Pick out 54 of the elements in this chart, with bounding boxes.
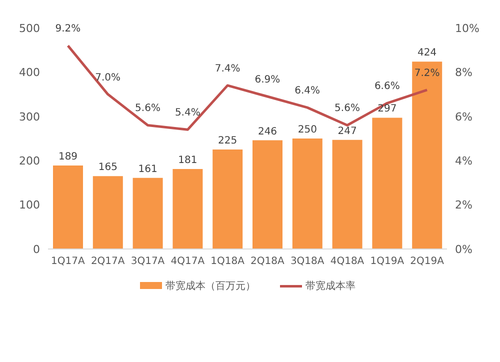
y-tick-label: 500	[19, 22, 40, 35]
data-label: 7.0%	[95, 72, 121, 84]
data-label: 6.4%	[294, 86, 320, 97]
data-label: 6.9%	[254, 74, 280, 86]
data-label: 247	[338, 126, 357, 137]
x-tick-label: 1Q17A	[51, 256, 85, 268]
bar	[53, 165, 83, 249]
data-label: 161	[138, 164, 158, 175]
y-tick-label: 0	[33, 242, 40, 256]
y2-tick-label: 0%	[455, 242, 472, 256]
data-label: 7.4%	[214, 63, 240, 74]
bar	[252, 140, 282, 249]
data-label: 5.6%	[135, 103, 160, 114]
x-tick-label: 3Q18A	[290, 256, 324, 268]
y2-tick-label: 10%	[455, 22, 480, 35]
x-tick-label: 3Q17A	[130, 256, 165, 268]
y2-tick-label: 2%	[455, 198, 472, 212]
x-tick-label: 1Q19A	[370, 256, 404, 268]
y-tick-label: 400	[19, 66, 40, 80]
bar	[92, 176, 123, 249]
bar	[292, 138, 322, 249]
y-tick-label: 100	[19, 198, 40, 212]
data-label: 5.4%	[174, 108, 200, 119]
y2-tick-label: 6%	[455, 110, 472, 124]
y2-tick-label: 8%	[455, 66, 472, 80]
x-tick-label: 4Q18A	[330, 256, 364, 268]
bar	[212, 150, 243, 249]
data-label: 181	[178, 155, 198, 166]
data-label: 225	[218, 136, 238, 147]
data-label: 7.2%	[414, 68, 440, 79]
bar	[332, 140, 362, 249]
data-label: 297	[378, 104, 397, 115]
data-label: 250	[298, 124, 317, 136]
data-label: 189	[58, 151, 78, 162]
bar	[412, 62, 442, 249]
y-tick-label: 200	[19, 154, 40, 168]
data-label: 424	[418, 48, 437, 59]
x-tick-label: 2Q18A	[250, 256, 284, 268]
y2-tick-label: 4%	[455, 154, 472, 168]
legend-label: 带宽成本率	[306, 280, 356, 293]
data-label: 6.6%	[374, 81, 400, 92]
bar	[132, 178, 163, 249]
legend-label: 带宽成本（百万元）	[166, 280, 256, 293]
x-tick-label: 4Q17A	[170, 256, 205, 268]
bar	[172, 169, 203, 249]
bar	[372, 118, 402, 249]
data-label: 9.2%	[55, 24, 81, 35]
x-tick-label: 2Q19A	[410, 256, 444, 268]
x-tick-label: 1Q18A	[210, 256, 245, 268]
data-label: 5.6%	[334, 103, 360, 114]
data-label: 165	[98, 162, 118, 174]
data-label: 246	[258, 126, 278, 138]
x-tick-label: 2Q17A	[90, 256, 125, 268]
y-tick-label: 300	[19, 110, 40, 124]
